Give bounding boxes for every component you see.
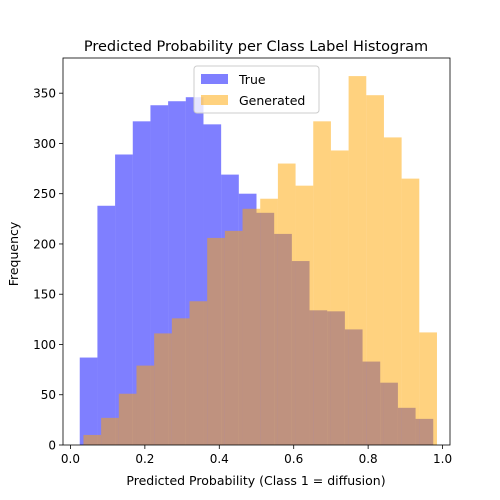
y-axis-ticks: 0 50 100 150 200 250 300 350 [33,87,63,453]
y-tick-label: 150 [33,288,56,302]
bar-series-1-bin-4 [154,333,172,445]
legend-label-0: True [238,72,266,87]
bars-layer [79,76,437,446]
bar-series-1-bin-12 [295,185,314,446]
y-tick-label: 100 [33,338,56,352]
bar-series-1-bin-14 [330,150,349,446]
x-tick-label: 1.0 [433,452,452,466]
y-tick-label: 250 [33,187,56,201]
x-tick-label: 0.0 [61,452,80,466]
bar-series-1-bin-7 [207,237,225,445]
bar-series-1-bin-15 [348,76,367,445]
legend: True Generated [193,65,320,114]
plot-frame [62,57,451,446]
bar-series-1-bin-10 [260,198,278,445]
chart-title: Predicted Probability per Class Label Hi… [84,39,428,55]
bar-series-1-bin-11 [277,163,296,445]
bar-series-0-bin-3 [132,121,151,445]
bar-series-1-bin-2 [118,393,137,445]
y-tick-label: 200 [33,237,56,251]
bar-series-1-bin-9 [242,208,261,445]
bar-series-0-bin-1 [97,205,116,445]
bar-series-0-bin-0 [79,357,98,445]
bar-series-1-bin-5 [171,318,190,445]
y-tick-label: 350 [33,87,56,101]
y-axis-label: Frequency [6,221,21,286]
bar-series-1-bin-19 [419,332,437,445]
bar-series-1-bin-13 [313,121,331,445]
bar-series-1-bin-0 [83,434,102,445]
bar-series-1-bin-8 [224,230,243,445]
y-tick-label: 0 [48,439,56,453]
bar-series-0-bin-2 [115,154,133,445]
legend-swatch-1 [201,95,228,105]
y-tick-label: 50 [41,388,56,402]
x-axis-ticks: 0.0 0.2 0.4 0.6 0.8 1.0 [61,445,452,466]
legend-swatch-0 [201,74,228,84]
bar-series-1-bin-17 [383,137,402,445]
bar-series-1-bin-18 [401,178,420,445]
legend-label-1: Generated [239,93,305,108]
bar-series-1-bin-3 [136,365,155,445]
y-tick-label: 300 [33,137,56,151]
x-tick-label: 0.8 [359,452,378,466]
x-tick-label: 0.6 [284,452,303,466]
x-axis-label: Predicted Probability (Class 1 = diffusi… [126,473,385,488]
bar-series-1-bin-16 [366,95,384,446]
bar-series-1-bin-6 [189,301,208,445]
bar-series-1-bin-1 [101,417,119,445]
x-tick-label: 0.2 [135,452,154,466]
x-tick-label: 0.4 [210,452,229,466]
